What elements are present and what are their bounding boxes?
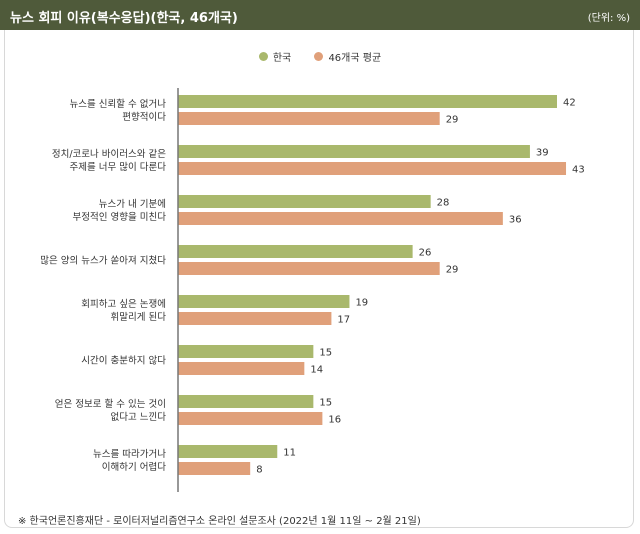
value-label-korea-1: 39 xyxy=(536,148,549,159)
chart-title: 뉴스 회피 이유(복수응답)(한국, 46개국) xyxy=(10,11,238,26)
value-label-average-7: 8 xyxy=(256,465,262,476)
legend-label-korea: 한국 xyxy=(272,53,292,64)
bar-average-0 xyxy=(178,112,440,125)
bar-average-5 xyxy=(178,362,305,375)
value-label-average-4: 17 xyxy=(337,315,350,326)
legend-swatch-korea xyxy=(258,52,268,61)
bar-average-1 xyxy=(178,162,567,175)
value-label-average-6: 16 xyxy=(328,415,341,426)
legend-item-average: 46개국 평균 xyxy=(314,49,381,64)
category-label-4-1: 휘말리게 된다 xyxy=(111,311,167,323)
legend-label-average: 46개국 평균 xyxy=(328,53,382,64)
category-label-6-0: 얻은 정보로 할 수 있는 것이 xyxy=(55,398,166,410)
bar-korea-6 xyxy=(178,395,314,408)
category-label-6-1: 없다고 느낀다 xyxy=(111,411,167,423)
value-label-korea-3: 26 xyxy=(419,248,432,259)
bar-korea-7 xyxy=(178,445,278,458)
chart-frame xyxy=(4,30,634,528)
bar-average-7 xyxy=(178,462,251,475)
bar-korea-0 xyxy=(178,95,557,108)
category-label-0-1: 편향적이다 xyxy=(122,111,166,123)
value-label-average-0: 29 xyxy=(446,115,459,126)
bar-korea-4 xyxy=(178,295,350,308)
bar-average-3 xyxy=(178,262,440,275)
legend: 한국 46개국 평균 xyxy=(0,49,640,64)
bar-korea-1 xyxy=(178,145,530,158)
value-label-korea-7: 11 xyxy=(283,448,296,459)
unit-label: (단위: %) xyxy=(587,13,630,24)
category-label-0-0: 뉴스를 신뢰할 수 없거나 xyxy=(70,98,167,110)
value-label-korea-2: 28 xyxy=(437,198,450,209)
value-label-average-1: 43 xyxy=(572,165,585,176)
value-label-korea-0: 42 xyxy=(563,98,576,109)
value-label-average-5: 14 xyxy=(310,365,323,376)
category-label-2-1: 부정적인 영향을 미친다 xyxy=(73,211,167,223)
value-label-average-2: 36 xyxy=(509,215,522,226)
category-label-3-0: 많은 양의 뉴스가 쏟아져 지쳤다 xyxy=(40,256,166,267)
value-label-korea-4: 19 xyxy=(355,298,368,309)
bar-average-2 xyxy=(178,212,503,225)
category-label-5-0: 시간이 충분하지 않다 xyxy=(81,355,166,367)
source-note: ※ 한국언론진흥재단 - 로이터저널리즘연구소 온라인 설문조사 (2022년 … xyxy=(18,516,421,527)
bar-average-4 xyxy=(178,312,332,325)
bar-korea-3 xyxy=(178,245,413,258)
category-label-7-0: 뉴스를 따라가거나 xyxy=(93,449,166,460)
legend-item-korea: 한국 xyxy=(258,49,292,64)
value-label-korea-6: 15 xyxy=(319,398,332,409)
value-label-average-3: 29 xyxy=(446,265,459,276)
bar-korea-2 xyxy=(178,195,431,208)
legend-swatch-average xyxy=(314,52,324,61)
chart-header: 뉴스 회피 이유(복수응답)(한국, 46개국) (단위: %) xyxy=(0,0,640,30)
category-label-7-1: 이해하기 어렵다 xyxy=(102,461,166,473)
bar-average-6 xyxy=(178,412,323,425)
bar-korea-5 xyxy=(178,345,314,358)
category-label-1-0: 정치/코로나 바이러스와 같은 xyxy=(52,148,166,160)
category-label-1-1: 주제를 너무 많이 다룬다 xyxy=(70,162,167,173)
value-label-korea-5: 15 xyxy=(319,348,332,359)
category-label-2-0: 뉴스가 내 기분에 xyxy=(99,199,166,210)
category-label-4-0: 회피하고 싶은 논쟁에 xyxy=(81,298,166,310)
